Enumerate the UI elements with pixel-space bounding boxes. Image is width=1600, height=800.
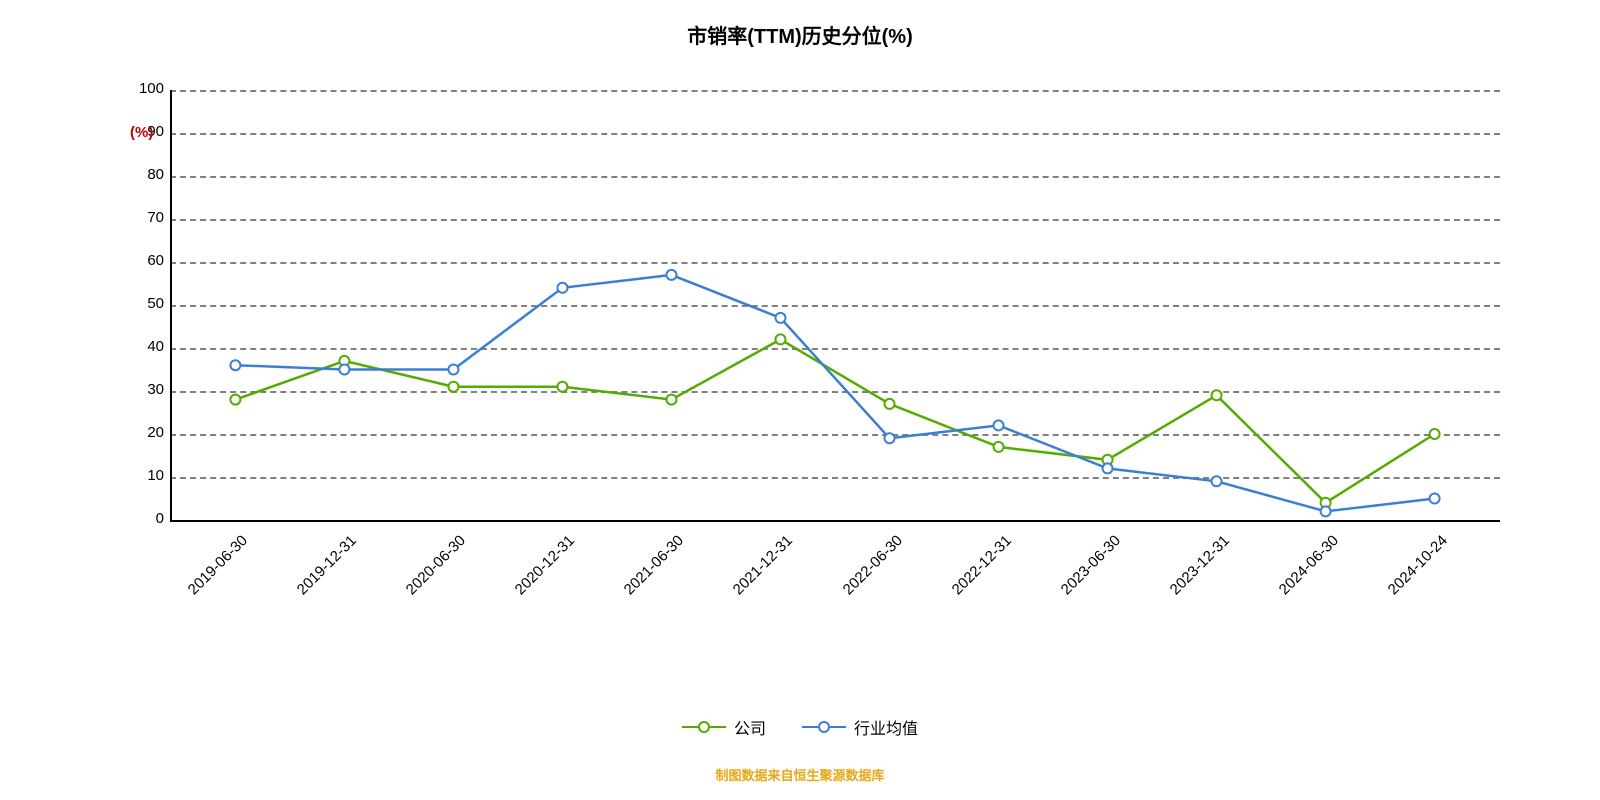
legend-label: 行业均值 [854, 715, 918, 739]
data-point [557, 382, 567, 392]
series-line [235, 275, 1434, 512]
data-point [775, 313, 785, 323]
data-point [666, 270, 676, 280]
x-tick-label: 2019-06-30 [185, 532, 251, 598]
data-point [230, 360, 240, 370]
y-tick-label: 40 [124, 338, 164, 355]
chart-title: 市销率(TTM)历史分位(%) [0, 20, 1600, 49]
data-point [994, 420, 1004, 430]
data-point [448, 365, 458, 375]
data-point [339, 365, 349, 375]
series-line [235, 339, 1434, 502]
data-point [1321, 506, 1331, 516]
y-tick-label: 20 [124, 424, 164, 441]
legend-label: 公司 [734, 715, 766, 739]
legend: 公司 行业均值 [0, 715, 1600, 739]
data-point [666, 395, 676, 405]
x-tick-label: 2024-06-30 [1275, 532, 1341, 598]
x-tick-label: 2022-12-31 [948, 532, 1014, 598]
y-tick-label: 80 [124, 166, 164, 183]
data-point [1430, 494, 1440, 504]
x-tick-label: 2023-06-30 [1057, 532, 1123, 598]
x-tick-label: 2020-06-30 [403, 532, 469, 598]
chart-footer: 制图数据来自恒生聚源数据库 [0, 765, 1600, 784]
y-tick-label: 70 [124, 209, 164, 226]
legend-item: 公司 [682, 715, 766, 739]
y-unit-label: (%) [130, 124, 153, 141]
x-tick-label: 2020-12-31 [512, 532, 578, 598]
x-tick-label: 2021-12-31 [730, 532, 796, 598]
data-point [885, 433, 895, 443]
data-point [1430, 429, 1440, 439]
data-point [1212, 390, 1222, 400]
data-point [230, 395, 240, 405]
legend-swatch [802, 720, 846, 734]
x-tick-label: 2021-06-30 [621, 532, 687, 598]
data-point [775, 334, 785, 344]
y-tick-label: 60 [124, 252, 164, 269]
x-axis [170, 520, 1500, 522]
x-tick-label: 2023-12-31 [1166, 532, 1232, 598]
y-tick-label: 0 [124, 510, 164, 527]
data-point [448, 382, 458, 392]
x-tick-label: 2022-06-30 [839, 532, 905, 598]
x-tick-label: 2024-10-24 [1384, 532, 1450, 598]
plot-area: 0102030405060708090100(%)2019-06-302019-… [170, 90, 1500, 520]
data-point [885, 399, 895, 409]
y-tick-label: 30 [124, 381, 164, 398]
series-layer [170, 90, 1500, 520]
data-point [1212, 476, 1222, 486]
line-chart: 市销率(TTM)历史分位(%) 0102030405060708090100(%… [0, 0, 1600, 800]
x-tick-label: 2019-12-31 [294, 532, 360, 598]
legend-item: 行业均值 [802, 715, 918, 739]
y-tick-label: 10 [124, 467, 164, 484]
data-point [994, 442, 1004, 452]
y-tick-label: 100 [124, 80, 164, 97]
data-point [1103, 463, 1113, 473]
data-point [557, 283, 567, 293]
y-tick-label: 50 [124, 295, 164, 312]
legend-swatch [682, 720, 726, 734]
